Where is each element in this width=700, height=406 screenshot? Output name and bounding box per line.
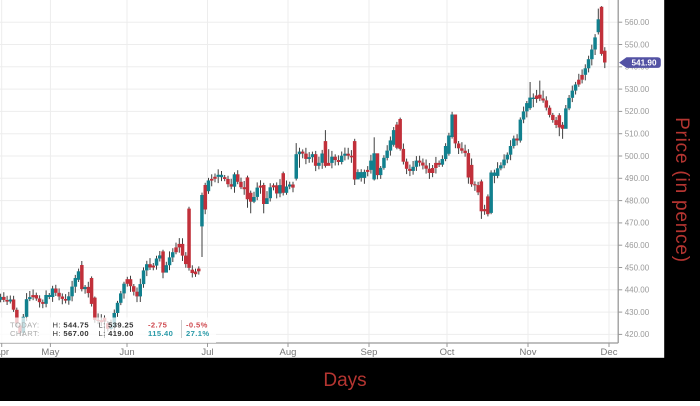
svg-text:Aug: Aug — [280, 347, 297, 358]
svg-text:430.00: 430.00 — [625, 308, 650, 317]
svg-text:115.40: 115.40 — [148, 329, 173, 338]
svg-text:Dec: Dec — [601, 347, 618, 358]
svg-text:L: 419.00: L: 419.00 — [99, 329, 134, 338]
svg-text:27.1%: 27.1% — [186, 329, 210, 338]
svg-text:490.00: 490.00 — [625, 174, 650, 183]
svg-text:550.00: 550.00 — [625, 40, 650, 49]
svg-text:460.00: 460.00 — [625, 241, 650, 250]
svg-text:CHART:: CHART: — [10, 329, 40, 338]
svg-text:450.00: 450.00 — [625, 263, 650, 272]
svg-text:510.00: 510.00 — [625, 130, 650, 139]
svg-text:Apr: Apr — [0, 347, 9, 358]
svg-text:Sep: Sep — [361, 347, 378, 358]
svg-text:480.00: 480.00 — [625, 196, 650, 205]
svg-text:Jul: Jul — [201, 347, 213, 358]
svg-text:May: May — [41, 347, 59, 358]
svg-text:Price (in pence): Price (in pence) — [671, 117, 692, 263]
svg-text:H: 567.00: H: 567.00 — [53, 329, 90, 338]
svg-text:560.00: 560.00 — [625, 18, 650, 27]
svg-text:Oct: Oct — [440, 347, 455, 358]
svg-text:H: 544.75: H: 544.75 — [53, 321, 90, 330]
svg-text:541.90: 541.90 — [631, 59, 656, 68]
svg-text:420.00: 420.00 — [625, 330, 650, 339]
svg-text:L: 539.25: L: 539.25 — [99, 321, 135, 330]
svg-text:500.00: 500.00 — [625, 152, 650, 161]
svg-text:Days: Days — [323, 370, 366, 391]
svg-text:-2.75: -2.75 — [148, 321, 168, 330]
svg-text:520.00: 520.00 — [625, 107, 650, 116]
svg-text:Nov: Nov — [520, 347, 537, 358]
svg-text:-0.5%: -0.5% — [186, 321, 208, 330]
svg-text:530.00: 530.00 — [625, 85, 650, 94]
svg-text:440.00: 440.00 — [625, 286, 650, 295]
svg-text:470.00: 470.00 — [625, 219, 650, 228]
svg-text:TODAY:: TODAY: — [10, 321, 40, 330]
svg-text:Jun: Jun — [119, 347, 134, 358]
